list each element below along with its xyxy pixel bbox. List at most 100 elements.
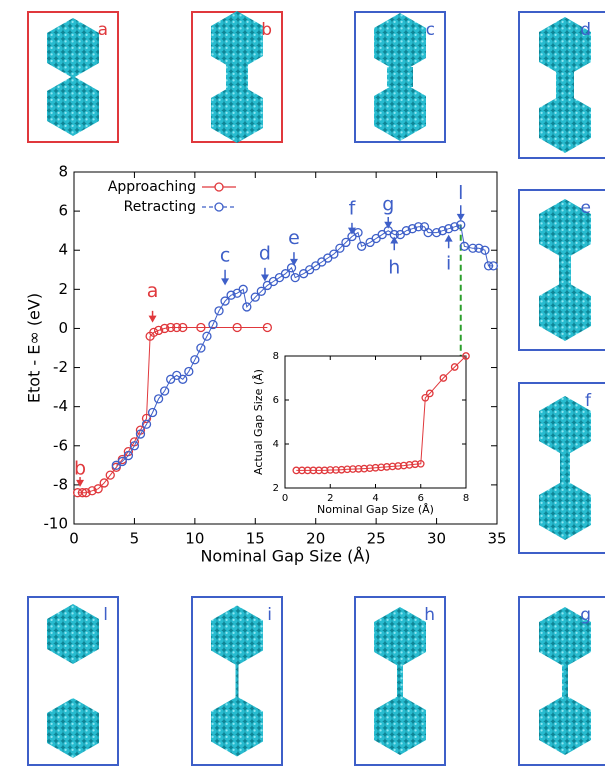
data-point: [81, 488, 91, 498]
data-point: [315, 466, 323, 475]
panel-label: h: [424, 605, 435, 625]
plot-area: [284, 355, 467, 489]
y-tick-label: -4: [53, 397, 68, 415]
cluster: [374, 81, 426, 141]
y-tick-label: 2: [58, 280, 68, 298]
data-point: [147, 407, 158, 418]
annotation-arrowhead: [76, 479, 85, 487]
legend-label: Approaching: [108, 179, 196, 195]
neck: [235, 659, 239, 703]
data-point: [450, 363, 459, 371]
annotation-arrowhead: [390, 236, 399, 244]
x-tick-label: 10: [185, 530, 204, 548]
data-point: [159, 323, 170, 334]
data-point: [298, 466, 306, 475]
x-tick-label: 4: [372, 493, 378, 504]
cluster: [539, 607, 591, 667]
data-point: [303, 466, 312, 475]
y-tick-label: -2: [53, 358, 68, 376]
cluster: [47, 76, 99, 136]
data-point: [238, 284, 248, 294]
annotation: a: [147, 280, 159, 302]
data-point: [411, 460, 419, 469]
data-point: [208, 319, 218, 330]
data-point: [250, 292, 260, 302]
cluster: [374, 13, 426, 73]
y-tick-label: 6: [273, 395, 279, 406]
cluster: [539, 480, 591, 540]
annotation-arrowhead: [444, 234, 453, 242]
data-point: [341, 237, 351, 248]
panel-label: l: [103, 605, 108, 625]
annotation-arrowhead: [347, 227, 356, 235]
data-point: [353, 227, 363, 238]
data-point: [159, 386, 170, 396]
data-point: [166, 322, 176, 333]
data-point: [320, 466, 329, 475]
data-point: [401, 226, 412, 236]
annotation: b: [74, 458, 86, 480]
data-point: [394, 462, 402, 470]
data-point: [405, 461, 414, 469]
annotation: d: [259, 243, 271, 265]
annotation: f: [349, 198, 357, 220]
panel-frame: [27, 596, 119, 766]
data-point: [196, 322, 206, 333]
data-point: [326, 466, 335, 474]
x-tick-label: 2: [327, 493, 333, 504]
data-point: [349, 465, 357, 473]
annotation-arrowhead: [289, 258, 298, 266]
annotation: g: [382, 194, 394, 216]
y-tick-label: -6: [53, 436, 68, 454]
neck: [562, 661, 568, 701]
data-point: [377, 463, 386, 472]
cluster: [47, 18, 99, 78]
panel-frame: [518, 596, 605, 766]
panel-label: e: [581, 198, 591, 218]
data-point: [360, 464, 369, 473]
data-point: [356, 241, 367, 251]
x-tick-label: 8: [463, 493, 469, 504]
data-point: [399, 461, 408, 470]
cluster: [211, 11, 263, 71]
cluster: [47, 698, 99, 758]
x-tick-label: 5: [130, 530, 140, 548]
data-point: [309, 466, 318, 475]
cluster: [539, 396, 591, 456]
data-point: [439, 374, 448, 382]
data-point: [105, 470, 115, 480]
x-tick-label: 25: [367, 530, 386, 548]
data-point: [462, 352, 470, 360]
y-tick-label: 4: [273, 439, 279, 450]
x-axis-label: Nominal Gap Size (Å): [317, 503, 434, 516]
cluster: [539, 17, 591, 77]
y-tick-label: -8: [53, 475, 68, 493]
data-point: [93, 484, 103, 494]
panel-label: a: [98, 20, 108, 40]
data-point: [382, 463, 391, 471]
panel-frame: [518, 382, 605, 554]
cluster: [539, 93, 591, 153]
data-point: [474, 243, 484, 253]
data-point: [488, 261, 499, 271]
data-point: [242, 302, 252, 312]
annotation-arrowhead: [456, 213, 465, 221]
y-tick-label: 8: [273, 351, 279, 362]
data-point: [459, 241, 470, 251]
panel-label: b: [261, 20, 272, 40]
data-point: [413, 222, 424, 232]
x-tick-label: 15: [246, 530, 265, 548]
data-point: [450, 222, 460, 232]
panel-frame: [354, 596, 446, 766]
data-point: [87, 486, 97, 496]
data-point: [196, 343, 206, 353]
x-tick-label: 6: [418, 493, 424, 504]
panel-frame: [27, 11, 119, 143]
data-point: [421, 393, 430, 402]
data-point: [262, 322, 273, 333]
x-tick-label: 30: [427, 530, 446, 548]
data-point: [153, 394, 164, 404]
data-point: [153, 325, 164, 336]
legend-label: Retracting: [124, 199, 196, 215]
y-tick-label: 8: [58, 163, 68, 181]
